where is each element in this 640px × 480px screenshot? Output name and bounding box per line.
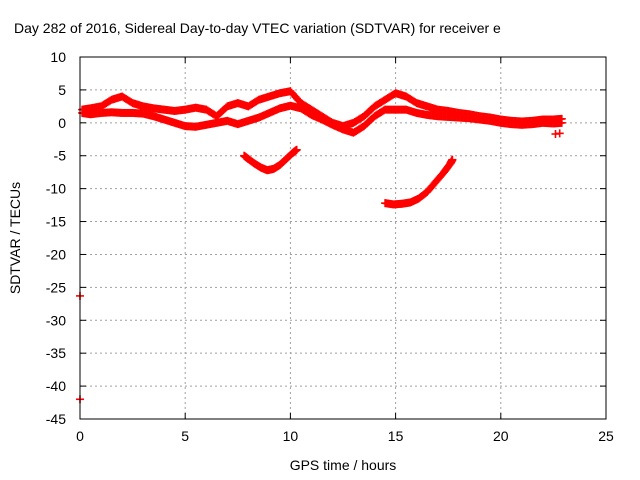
- y-tick-label: -5: [54, 148, 67, 164]
- x-tick-labels: 0 5 10 15 20 25: [76, 428, 614, 444]
- y-tick-label: 5: [58, 82, 66, 98]
- data-points: [76, 87, 566, 404]
- series-arc-16h: [381, 155, 457, 209]
- chart-title: Day 282 of 2016, Sidereal Day-to-day VTE…: [14, 20, 501, 36]
- x-axis-label: GPS time / hours: [290, 457, 397, 473]
- x-tick-label: 10: [283, 428, 299, 444]
- x-tick-label: 0: [76, 428, 84, 444]
- y-tick-label: -10: [46, 181, 66, 197]
- y-tick-label: 10: [50, 49, 66, 65]
- y-tick-label: -20: [46, 246, 66, 262]
- y-tick-label: -45: [46, 411, 66, 427]
- y-tick-labels: 10 5 0 -5 -10 -15 -20 -25 -30 -35 -40 -45: [46, 49, 66, 427]
- series-isolated: [76, 129, 564, 404]
- series-lower-band: [78, 101, 566, 137]
- x-tick-label: 5: [181, 428, 189, 444]
- y-tick-label: -15: [46, 214, 66, 230]
- y-tick-label: -25: [46, 279, 66, 295]
- x-tick-label: 25: [598, 428, 614, 444]
- plot-frame: [79, 56, 607, 420]
- y-tick-label: 0: [58, 115, 66, 131]
- y-tick-label: -35: [46, 345, 66, 361]
- series-arc-9h: [240, 145, 301, 175]
- x-tick-label: 15: [388, 428, 404, 444]
- x-tick-label: 20: [493, 428, 509, 444]
- y-axis-label: SDTVAR / TECUs: [7, 182, 23, 294]
- y-tick-label: -30: [46, 312, 66, 328]
- y-tick-label: -40: [46, 378, 66, 394]
